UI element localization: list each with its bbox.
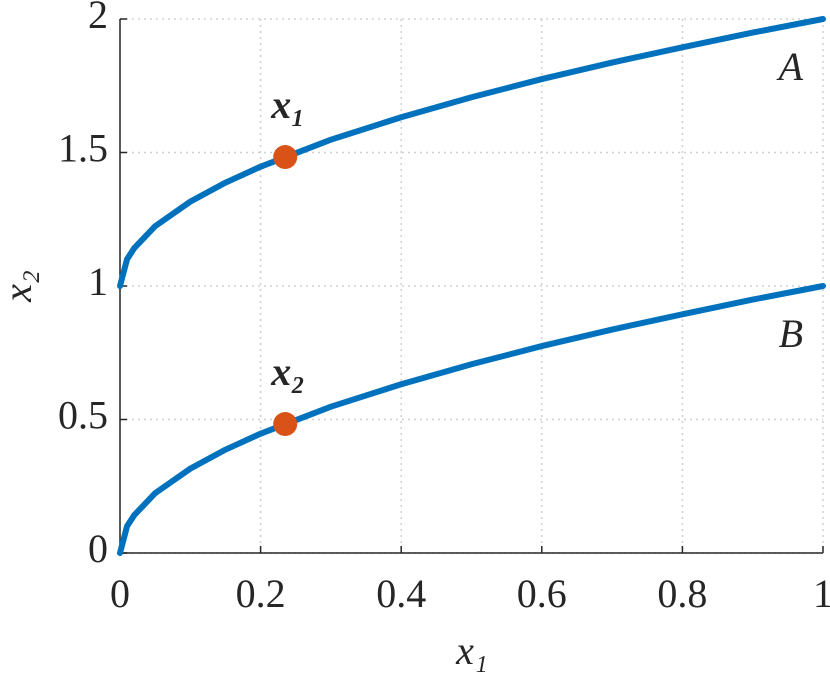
y-tick-label: 0 [88, 526, 108, 571]
point-label: x₁ [270, 82, 305, 127]
x-tick-label: 0.6 [517, 571, 567, 616]
x-tick-label: 0.2 [236, 571, 286, 616]
x-tick-label: 0.8 [657, 571, 707, 616]
x-tick-label: 0.4 [376, 571, 426, 616]
y-tick-label: 0.5 [58, 393, 108, 438]
series-label: B [779, 311, 803, 356]
line-series [117, 283, 826, 556]
x-axis-label: x₁ [455, 628, 488, 673]
point-label: x₂ [270, 349, 305, 394]
x-tick-label: 1 [813, 571, 830, 616]
y-axis-label: x₂ [0, 270, 40, 303]
point [273, 412, 298, 437]
point [273, 145, 298, 170]
y-tick-label: 1.5 [58, 126, 108, 171]
y-tick-label: 1 [88, 259, 108, 304]
line-series [117, 16, 826, 289]
series-label: A [776, 44, 804, 89]
x-tick-label: 0 [110, 571, 130, 616]
y-tick-label: 2 [88, 0, 108, 37]
